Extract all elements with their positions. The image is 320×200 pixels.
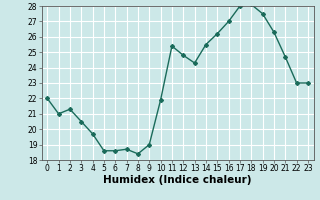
X-axis label: Humidex (Indice chaleur): Humidex (Indice chaleur) [103, 175, 252, 185]
